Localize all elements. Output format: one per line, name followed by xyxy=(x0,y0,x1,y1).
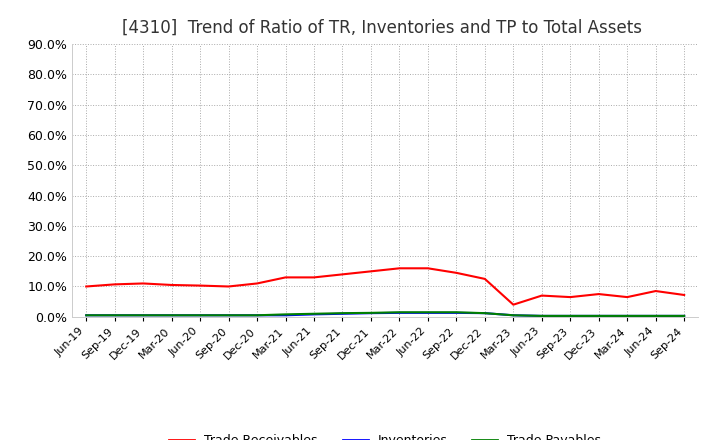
Legend: Trade Receivables, Inventories, Trade Payables: Trade Receivables, Inventories, Trade Pa… xyxy=(164,429,606,440)
Text: [4310]  Trend of Ratio of TR, Inventories and TP to Total Assets: [4310] Trend of Ratio of TR, Inventories… xyxy=(122,19,642,37)
